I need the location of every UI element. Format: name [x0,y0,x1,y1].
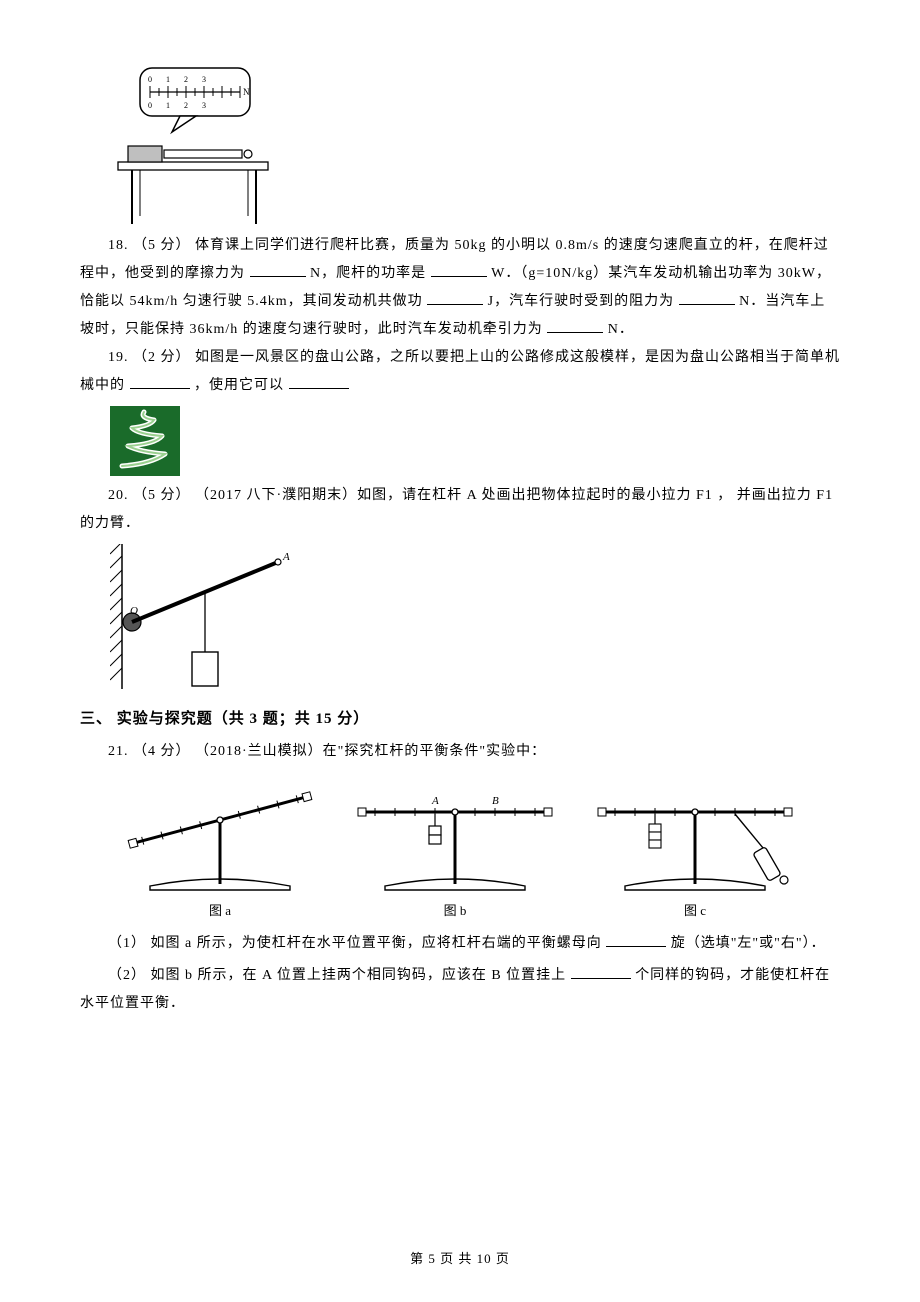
svg-text:A: A [282,551,290,563]
q18-blank-2[interactable] [431,263,487,277]
q19-blank-2[interactable] [289,375,349,389]
question-20: 20. （5 分） （2017 八下·濮阳期末）如图，请在杠杆 A 处画出把物体… [80,482,840,538]
q19-blank-1[interactable] [130,375,190,389]
svg-text:1: 1 [166,101,170,110]
figure-q19-mountain-road [110,406,840,476]
q19-text-b: ，使用它可以 [194,378,289,393]
question-18: 18. （5 分） 体育课上同学们进行爬杆比赛，质量为 50kg 的小明以 0.… [80,232,840,344]
q18-blank-3[interactable] [427,291,483,305]
q18-blank-1[interactable] [250,263,306,277]
q18-blank-5[interactable] [547,319,603,333]
question-19: 19. （2 分） 如图是一风景区的盘山公路，之所以要把上山的公路修成这般模样，… [80,344,840,400]
question-21-part-1: （1） 如图 a 所示，为使杠杆在水平位置平衡，应将杠杆右端的平衡螺母向 旋（选… [80,930,840,958]
svg-text:0: 0 [148,101,152,110]
svg-text:3: 3 [202,101,206,110]
q21-p1-blank[interactable] [606,933,666,947]
figure-q21-row: 图 a A B 图 b [80,776,840,924]
q18-text-f: N． [608,322,634,337]
figure-q21-b-caption: 图 b [350,898,560,924]
q21-p2-blank[interactable] [571,965,631,979]
svg-text:2: 2 [184,75,188,84]
page-footer: 第 5 页 共 10 页 [0,1246,920,1272]
question-21-part-2: （2） 如图 b 所示，在 A 位置上挂两个相同钩码，应该在 B 位置挂上 个同… [80,962,840,1018]
figure-q21-a: 图 a [120,776,320,924]
q18-blank-4[interactable] [679,291,735,305]
figure-q21-c: 图 c [590,776,800,924]
figure-q20-lever: O A [110,544,840,694]
q21-p1-a: （1） 如图 a 所示，为使杠杆在水平位置平衡，应将杠杆右端的平衡螺母向 [108,936,602,951]
figure-q17-spring-scale: N 0 1 2 3 0 1 2 3 [110,66,840,226]
svg-text:2: 2 [184,101,188,110]
figure-q21-c-caption: 图 c [590,898,800,924]
q21-p2-a: （2） 如图 b 所示，在 A 位置上挂两个相同钩码，应该在 B 位置挂上 [108,968,566,983]
q18-text-d: J，汽车行驶时受到的阻力为 [488,294,674,309]
svg-text:O: O [130,605,138,617]
q20-text: 20. （5 分） （2017 八下·濮阳期末）如图，请在杠杆 A 处画出把物体… [80,488,833,531]
section-3-heading: 三、 实验与探究题（共 3 题；共 15 分） [80,704,840,734]
svg-text:0: 0 [148,75,152,84]
svg-text:A: A [431,795,439,807]
svg-text:B: B [492,795,499,807]
q21-p1-b: 旋（选填"左"或"右"）． [671,936,826,951]
svg-text:1: 1 [166,75,170,84]
figure-q21-a-caption: 图 a [120,898,320,924]
question-21-intro: 21. （4 分） （2018·兰山模拟）在"探究杠杆的平衡条件"实验中： [80,738,840,766]
svg-text:N: N [243,87,250,97]
figure-q21-b: A B 图 b [350,776,560,924]
svg-text:3: 3 [202,75,206,84]
q18-text-b: N，爬杆的功率是 [310,266,426,281]
